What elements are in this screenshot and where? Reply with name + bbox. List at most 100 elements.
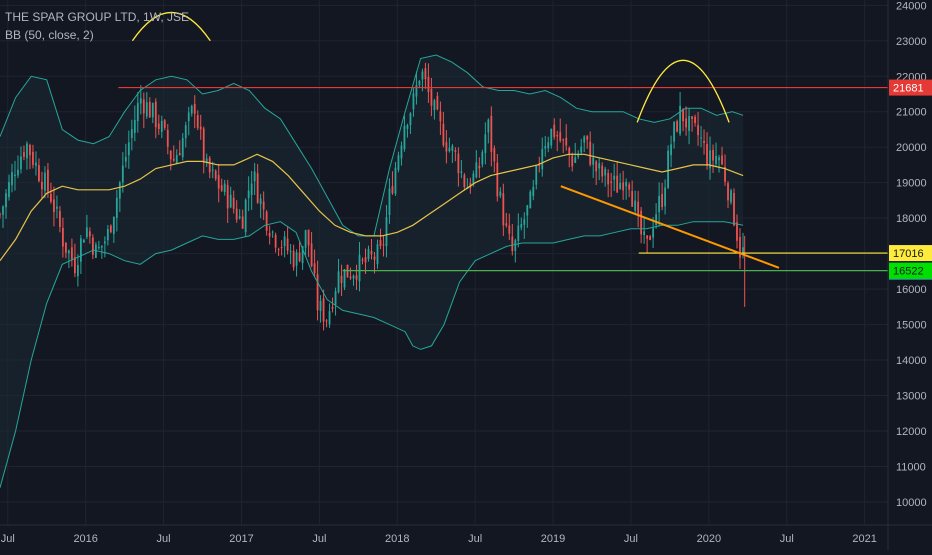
candle-up <box>124 156 127 162</box>
candle-up <box>238 216 241 219</box>
candle-down <box>196 115 199 128</box>
candle-down <box>586 135 589 140</box>
candle-down <box>32 151 34 165</box>
candle-up <box>115 197 118 218</box>
candle-down <box>571 155 574 167</box>
candle-down <box>331 306 334 309</box>
candle-down <box>208 157 211 173</box>
candle-up <box>253 171 256 182</box>
candle-up <box>334 291 337 305</box>
candle-down <box>62 227 64 247</box>
price-labels: 21681170161699816522 <box>889 79 932 280</box>
candle-up <box>358 255 361 282</box>
candle-down <box>493 148 496 162</box>
candle-up <box>352 275 355 279</box>
candle-up <box>529 191 532 209</box>
candle-down <box>361 259 364 261</box>
candle-up <box>100 245 103 248</box>
candle-down <box>220 185 223 191</box>
candle-up <box>475 162 478 178</box>
candle-down <box>307 229 310 246</box>
candle-up <box>487 119 490 133</box>
bollinger-lines <box>0 54 744 488</box>
candle-up <box>415 84 418 97</box>
candle-down <box>736 222 738 241</box>
candle-up <box>409 113 412 126</box>
candle-down <box>214 170 217 179</box>
candle-down <box>88 231 91 237</box>
candle-down <box>442 123 445 146</box>
candle-up <box>583 136 586 143</box>
symbol-title: THE SPAR GROUP LTD, 1W, JSE <box>5 10 190 24</box>
candle-down <box>142 99 145 114</box>
candle-down <box>508 225 511 234</box>
price-tick-label: 18000 <box>896 213 927 225</box>
candle-up <box>451 145 454 151</box>
candle-up <box>97 246 100 249</box>
candle-up <box>532 186 535 196</box>
candle-down <box>721 155 723 165</box>
candle-down <box>685 118 687 128</box>
candle-up <box>283 236 286 247</box>
candle-down <box>0 214 1 216</box>
candle-down <box>373 256 376 260</box>
candle-up <box>44 172 46 191</box>
candle-up <box>625 181 628 187</box>
time-tick-label: Jul <box>624 533 638 545</box>
candle-up <box>136 103 139 122</box>
candle-up <box>385 217 388 247</box>
candle-up <box>106 228 109 241</box>
price-axis: 1000011000120001300014000150001600017000… <box>887 0 927 550</box>
candle-down <box>565 137 568 146</box>
candle-up <box>526 205 529 216</box>
candle-up <box>223 183 226 193</box>
candle-up <box>481 152 484 165</box>
candle-up <box>319 300 322 311</box>
candle-down <box>559 132 562 141</box>
time-tick-label: Jul <box>1 533 15 545</box>
candle-down <box>439 111 442 122</box>
candle-up <box>550 128 553 146</box>
candle-up <box>700 137 702 139</box>
candle-down <box>631 190 634 207</box>
price-tick-label: 19000 <box>896 178 927 190</box>
candle-down <box>682 108 684 122</box>
candle-down <box>445 142 448 152</box>
candle-down <box>646 235 649 239</box>
candle-up <box>187 112 190 122</box>
candle-down <box>649 236 652 240</box>
candle-up <box>133 120 136 133</box>
candle-down <box>430 88 433 106</box>
candle-down <box>71 247 73 260</box>
price-tick-label: 20000 <box>896 142 927 154</box>
candle-down <box>286 238 289 251</box>
bollinger-band-fill <box>0 55 744 488</box>
candle-down <box>355 275 358 280</box>
candle-up <box>17 169 19 176</box>
candle-up <box>337 271 340 293</box>
drawn-lines <box>118 12 888 272</box>
price-label-value: 17016 <box>893 248 924 260</box>
candle-down <box>712 150 714 161</box>
candle-up <box>85 227 88 237</box>
candle-up <box>376 244 379 265</box>
candle-down <box>65 242 67 253</box>
candle-up <box>151 103 154 118</box>
price-tick-label: 15000 <box>896 320 927 332</box>
candle-up <box>412 93 415 110</box>
price-label-value: 16522 <box>893 266 924 278</box>
candle-up <box>574 157 577 163</box>
candle-up <box>94 244 97 259</box>
candle-down <box>490 115 493 152</box>
candle-up <box>229 194 232 208</box>
candle-down <box>628 184 631 190</box>
candle-down <box>313 263 316 274</box>
candle-down <box>172 158 175 161</box>
candle-up <box>205 158 208 162</box>
candle-down <box>148 101 151 118</box>
candle-up <box>103 241 106 244</box>
arc-annotation-2 <box>636 59 730 123</box>
candle-up <box>619 183 622 189</box>
